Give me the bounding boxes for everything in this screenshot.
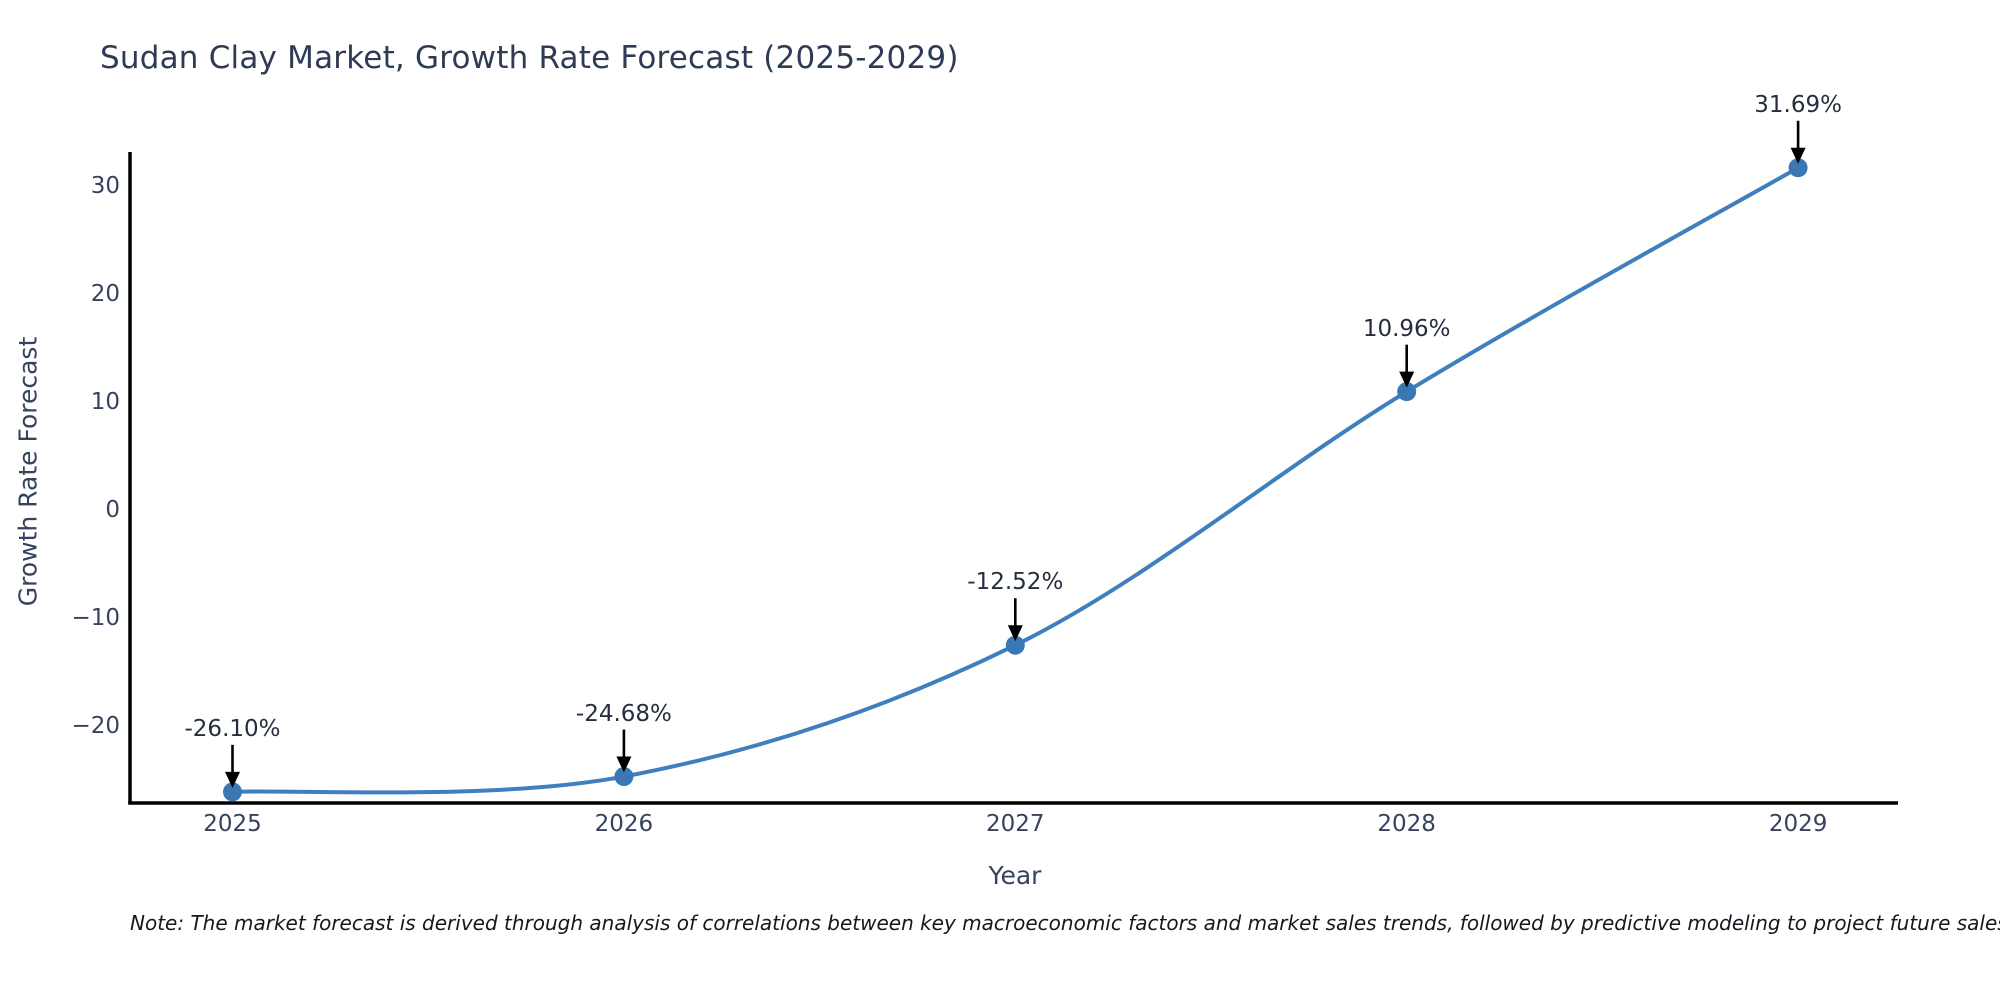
chart-title: Sudan Clay Market, Growth Rate Forecast … — [100, 40, 959, 76]
annotation-arrow-head — [225, 771, 240, 788]
annotation-arrows-layer — [225, 120, 1806, 788]
data-point-marker — [223, 782, 242, 802]
annotation-arrow-head — [1399, 371, 1415, 388]
x-tick-label: 2027 — [986, 811, 1045, 837]
data-point-marker — [1788, 158, 1808, 178]
data-point-marker — [1397, 382, 1417, 402]
x-tick-label: 2025 — [203, 811, 262, 837]
footnote: Note: The market forecast is derived thr… — [130, 911, 2000, 935]
annotation-arrow-head — [616, 756, 632, 773]
data-point-marker — [614, 767, 634, 787]
y-tick-label: −20 — [71, 713, 120, 739]
y-tick-label: 10 — [90, 389, 120, 415]
annotation-arrow-head — [1007, 625, 1023, 642]
annotation-label: -12.52% — [967, 569, 1064, 596]
x-tick-label: 2029 — [1768, 811, 1828, 837]
x-axis-title: Year — [988, 861, 1042, 890]
y-tick-label: 30 — [90, 173, 120, 199]
annotation-label: 31.69% — [1754, 91, 1842, 118]
x-tick-label: 2028 — [1377, 811, 1436, 837]
annotation-label: 10.96% — [1362, 315, 1451, 342]
y-tick-label: −10 — [71, 605, 120, 631]
series-layer — [223, 158, 1808, 802]
y-axis-title: Growth Rate Forecast — [13, 336, 43, 607]
annotation-arrow-head — [1790, 147, 1806, 164]
annotation-label: -24.68% — [575, 700, 672, 727]
x-tick-label: 2026 — [594, 811, 654, 837]
annotation-label: -26.10% — [184, 715, 281, 742]
trend-line — [232, 166, 1800, 795]
y-tick-label: 0 — [105, 497, 120, 523]
y-tick-label: 20 — [90, 281, 120, 307]
data-point-marker — [1005, 635, 1025, 655]
